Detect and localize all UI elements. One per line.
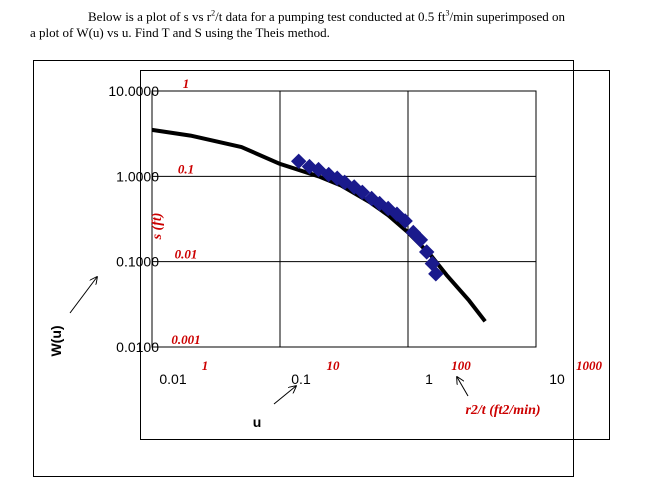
drawdown-data-point [389, 206, 405, 222]
problem-line-2: a plot of W(u) vs u. Find T and S using … [30, 25, 330, 40]
type-curve-frame [33, 60, 574, 477]
s-tick-label: 0.1 [178, 161, 194, 176]
s-tick-label: 1 [183, 76, 190, 91]
r2t-tick-label: 1 [202, 358, 209, 373]
drawdown-data-point [397, 213, 413, 229]
wu-arrow [69, 277, 97, 314]
u-tick-label: 0.01 [159, 371, 186, 387]
type-curve-layer [151, 127, 487, 323]
type-curve-line [151, 127, 487, 323]
wu-tick-label: 10.0000 [108, 83, 159, 99]
u-tick-label: 0.1 [291, 371, 311, 387]
wu-axis-label: W(u) [48, 325, 64, 356]
r2t-tick-label: 1000 [576, 358, 603, 373]
drawdown-data-point [418, 244, 435, 260]
problem-line-1: Below is a plot of s vs r2/t data for a … [88, 8, 566, 24]
chart-axes [151, 90, 537, 348]
drawdown-data-point [412, 232, 429, 248]
r2t-tick-label: 100 [451, 358, 471, 373]
data-points-layer [290, 153, 444, 282]
drawdown-data-point [428, 266, 444, 282]
drawdown-data-point [354, 184, 371, 201]
u-tick-label: 1 [425, 371, 433, 387]
u-tick-label: 10 [549, 371, 565, 387]
problem-statement: Below is a plot of s vs r2/t data for a … [30, 9, 630, 41]
drawdown-data-point [290, 153, 307, 170]
r2t-arrow [457, 377, 469, 397]
plot-border [151, 90, 537, 348]
u-axis-label: u [253, 414, 262, 430]
s-axis-label: s (ft) [150, 213, 165, 241]
wu-tick-label: 0.1000 [116, 254, 159, 270]
chart-grid [151, 90, 537, 348]
s-tick-label: 0.01 [175, 247, 198, 262]
data-plot-frame [140, 70, 610, 440]
r2t-axis-label: r2/t (ft2/min) [465, 403, 540, 418]
s-tick-label: 0.001 [171, 332, 200, 347]
drawdown-data-point [310, 161, 327, 178]
wu-tick-label: 1.0000 [116, 168, 159, 184]
r2t-tick-label: 10 [327, 358, 341, 373]
u-arrow [273, 386, 296, 405]
wu-tick-label: 0.0100 [116, 339, 159, 355]
